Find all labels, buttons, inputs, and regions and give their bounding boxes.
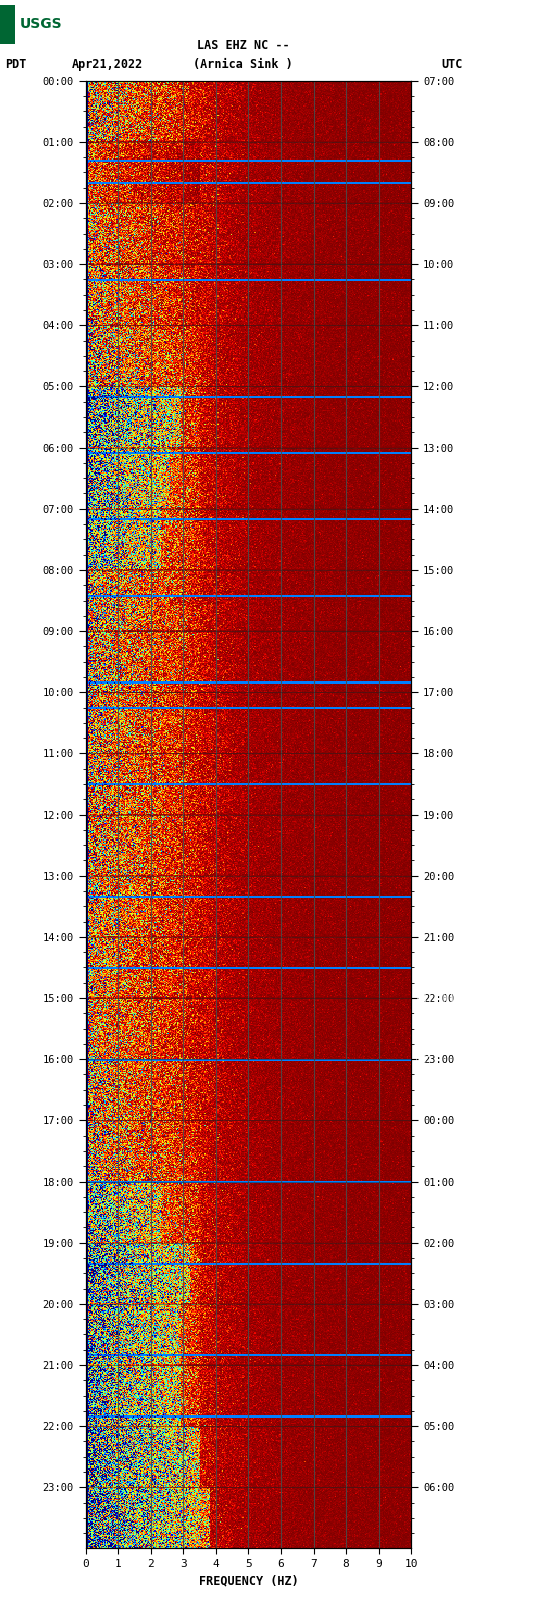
X-axis label: FREQUENCY (HZ): FREQUENCY (HZ) (199, 1574, 298, 1587)
Bar (0, 5, 15, 44)
Text: USGS: USGS (19, 18, 62, 31)
Text: LAS EHZ NC --: LAS EHZ NC -- (197, 39, 289, 52)
Text: Apr21,2022: Apr21,2022 (72, 58, 143, 71)
Text: (Arnica Sink ): (Arnica Sink ) (193, 58, 293, 71)
Text: UTC: UTC (442, 58, 463, 71)
Text: PDT: PDT (6, 58, 27, 71)
